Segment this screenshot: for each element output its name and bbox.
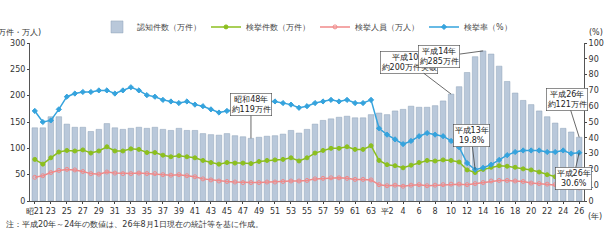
svg-text:10: 10 xyxy=(446,207,456,216)
svg-text:認知件数（万件）: 認知件数（万件） xyxy=(137,23,201,32)
svg-text:18: 18 xyxy=(510,207,520,216)
svg-text:平成26年30.6%: 平成26年30.6% xyxy=(557,169,591,188)
svg-text:80: 80 xyxy=(589,70,599,79)
svg-text:10: 10 xyxy=(589,181,599,190)
svg-text:(年): (年) xyxy=(588,212,602,221)
svg-text:57: 57 xyxy=(318,207,328,216)
svg-text:90: 90 xyxy=(589,55,599,64)
svg-text:平成10年約200万件突破: 平成10年約200万件突破 xyxy=(382,53,437,72)
svg-text:20: 20 xyxy=(526,207,536,216)
svg-text:平成13年19.8%: 平成13年19.8% xyxy=(455,126,489,145)
svg-text:31: 31 xyxy=(110,207,120,216)
svg-text:昭和48年約119万件: 昭和48年約119万件 xyxy=(232,95,271,114)
svg-text:平2: 平2 xyxy=(381,207,394,216)
svg-text:平成14年約285万件: 平成14年約285万件 xyxy=(420,47,459,66)
svg-text:40: 40 xyxy=(589,134,599,143)
svg-text:22: 22 xyxy=(542,207,552,216)
svg-text:39: 39 xyxy=(174,207,184,216)
svg-text:検挙人員（万人）: 検挙人員（万人） xyxy=(355,23,419,32)
svg-text:55: 55 xyxy=(302,207,312,216)
svg-text:43: 43 xyxy=(206,207,216,216)
svg-text:250: 250 xyxy=(10,65,25,74)
svg-text:49: 49 xyxy=(254,207,264,216)
svg-text:昭21: 昭21 xyxy=(26,207,44,216)
svg-text:27: 27 xyxy=(78,207,88,216)
svg-text:35: 35 xyxy=(142,207,152,216)
svg-text:23: 23 xyxy=(46,207,56,216)
svg-text:注：平成20年～24年の数値は、26年8月1日現在の統計等を: 注：平成20年～24年の数値は、26年8月1日現在の統計等を基に作成。 xyxy=(6,220,263,229)
svg-text:47: 47 xyxy=(238,207,248,216)
svg-text:29: 29 xyxy=(94,207,104,216)
svg-text:61: 61 xyxy=(350,207,360,216)
svg-text:(万件・万人): (万件・万人) xyxy=(0,28,41,37)
svg-text:50: 50 xyxy=(15,170,25,179)
svg-text:60: 60 xyxy=(589,102,599,111)
svg-text:検挙率（%）: 検挙率（%） xyxy=(464,23,512,32)
svg-text:59: 59 xyxy=(334,207,344,216)
svg-text:41: 41 xyxy=(190,207,200,216)
svg-text:6: 6 xyxy=(417,207,422,216)
svg-text:24: 24 xyxy=(558,207,568,216)
svg-text:50: 50 xyxy=(589,118,599,127)
svg-text:30: 30 xyxy=(589,149,599,158)
svg-text:150: 150 xyxy=(10,118,25,127)
svg-text:45: 45 xyxy=(222,207,232,216)
svg-text:25: 25 xyxy=(62,207,72,216)
svg-text:26: 26 xyxy=(574,207,584,216)
svg-text:0: 0 xyxy=(20,197,25,206)
svg-text:12: 12 xyxy=(462,207,472,216)
svg-text:8: 8 xyxy=(433,207,438,216)
svg-text:0: 0 xyxy=(589,197,594,206)
svg-text:63: 63 xyxy=(366,207,376,216)
svg-text:14: 14 xyxy=(478,207,488,216)
svg-text:16: 16 xyxy=(494,207,504,216)
svg-text:平成26年約121万件: 平成26年約121万件 xyxy=(548,90,587,109)
svg-text:70: 70 xyxy=(589,86,599,95)
svg-text:51: 51 xyxy=(270,207,280,216)
svg-text:100: 100 xyxy=(10,144,25,153)
svg-text:検挙件数（万件）: 検挙件数（万件） xyxy=(246,23,310,32)
svg-text:53: 53 xyxy=(286,207,296,216)
svg-text:4: 4 xyxy=(401,207,406,216)
svg-text:200: 200 xyxy=(10,91,25,100)
svg-text:300: 300 xyxy=(10,39,25,48)
svg-text:20: 20 xyxy=(589,165,599,174)
svg-text:37: 37 xyxy=(158,207,168,216)
svg-text:(%): (%) xyxy=(589,28,603,37)
svg-text:33: 33 xyxy=(126,207,136,216)
svg-text:100: 100 xyxy=(589,39,604,48)
